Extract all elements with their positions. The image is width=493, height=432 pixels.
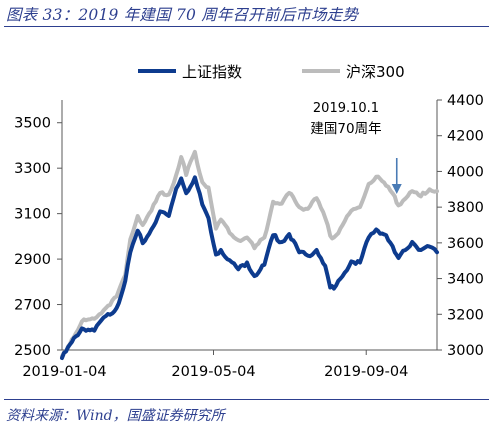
left-tick-label: 2900 — [14, 252, 51, 268]
left-tick-label: 2700 — [14, 298, 51, 314]
left-tick-label: 3100 — [14, 207, 51, 223]
series-layer — [60, 149, 439, 360]
chart-legend: 上证指数 沪深300 — [138, 63, 405, 81]
x-tick-label: 2019-09-04 — [324, 364, 408, 380]
right-tick-label: 4400 — [447, 93, 484, 109]
left-tick-label: 3300 — [14, 161, 51, 177]
figure-source: 资料来源：Wind，国盛证券研究所 — [6, 408, 225, 424]
annotation-anniversary: 2019.10.1 建国70周年 — [310, 101, 402, 194]
right-tick-label: 3400 — [447, 272, 484, 288]
left-axis-ticks: 2500 2700 2900 3100 3300 3500 — [14, 116, 62, 359]
x-tick-label: 2019-05-04 — [171, 364, 255, 380]
right-tick-label: 3800 — [447, 200, 484, 216]
legend-label-sse: 上证指数 — [182, 63, 242, 81]
source-rule — [4, 399, 489, 400]
x-axis-ticks: 2019-01-04 2019-05-04 2019-09-04 — [22, 350, 408, 380]
left-tick-label: 2500 — [14, 343, 51, 359]
left-tick-label: 3500 — [14, 116, 51, 132]
right-tick-label: 4000 — [447, 164, 484, 180]
right-tick-label: 3000 — [447, 343, 484, 359]
annotation-arrow-head — [391, 184, 402, 194]
series-line-csi300 — [60, 149, 439, 359]
series-line-sse — [60, 175, 439, 360]
figure-title: 图表 33：2019 年建国 70 周年召开前后市场走势 — [6, 6, 359, 24]
legend-label-csi300: 沪深300 — [346, 63, 405, 81]
right-tick-label: 3600 — [447, 236, 484, 252]
annotation-event-label: 建国70周年 — [310, 121, 381, 137]
chart-axes: 2500 2700 2900 3100 3300 3500 3000 3200 3400 360… — [14, 93, 484, 380]
right-tick-label: 3200 — [447, 307, 484, 323]
x-tick-label: 2019-01-04 — [22, 364, 106, 380]
annotation-date-label: 2019.10.1 — [313, 101, 379, 116]
right-axis-ticks: 3000 3200 3400 3600 3800 4000 4200 4400 — [437, 93, 484, 359]
right-tick-label: 4200 — [447, 129, 484, 145]
title-rule — [4, 26, 489, 27]
